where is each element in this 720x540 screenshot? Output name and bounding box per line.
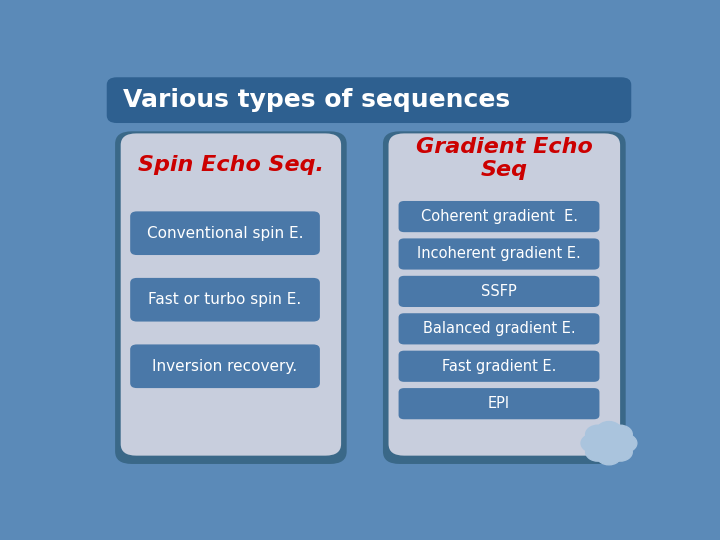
Circle shape [585,443,610,461]
FancyBboxPatch shape [130,211,320,255]
FancyBboxPatch shape [383,131,626,464]
Circle shape [599,436,619,451]
FancyBboxPatch shape [115,131,347,464]
Circle shape [612,434,637,453]
Text: Fast or turbo spin E.: Fast or turbo spin E. [148,292,302,307]
Circle shape [581,434,606,453]
Text: EPI: EPI [488,396,510,411]
Text: Spin Echo Seq.: Spin Echo Seq. [138,154,324,174]
Text: Fast gradient E.: Fast gradient E. [442,359,557,374]
Circle shape [608,425,632,443]
Text: Various types of sequences: Various types of sequences [124,88,510,112]
FancyBboxPatch shape [389,133,620,456]
Text: Coherent gradient  E.: Coherent gradient E. [420,209,577,224]
FancyBboxPatch shape [121,133,341,456]
Text: Balanced gradient E.: Balanced gradient E. [423,321,575,336]
FancyBboxPatch shape [130,278,320,321]
Text: SSFP: SSFP [481,284,517,299]
FancyBboxPatch shape [399,276,600,307]
FancyBboxPatch shape [107,77,631,123]
FancyBboxPatch shape [399,388,600,419]
FancyBboxPatch shape [399,350,600,382]
FancyBboxPatch shape [130,345,320,388]
FancyBboxPatch shape [399,201,600,232]
Circle shape [597,447,621,465]
Text: Inversion recovery.: Inversion recovery. [153,359,297,374]
FancyBboxPatch shape [399,238,600,269]
Circle shape [597,422,621,440]
FancyBboxPatch shape [399,313,600,345]
Circle shape [585,425,610,443]
Circle shape [608,443,632,461]
Text: Incoherent gradient E.: Incoherent gradient E. [417,246,581,261]
Text: Gradient Echo
Seq: Gradient Echo Seq [416,137,593,180]
Text: Conventional spin E.: Conventional spin E. [147,226,303,241]
